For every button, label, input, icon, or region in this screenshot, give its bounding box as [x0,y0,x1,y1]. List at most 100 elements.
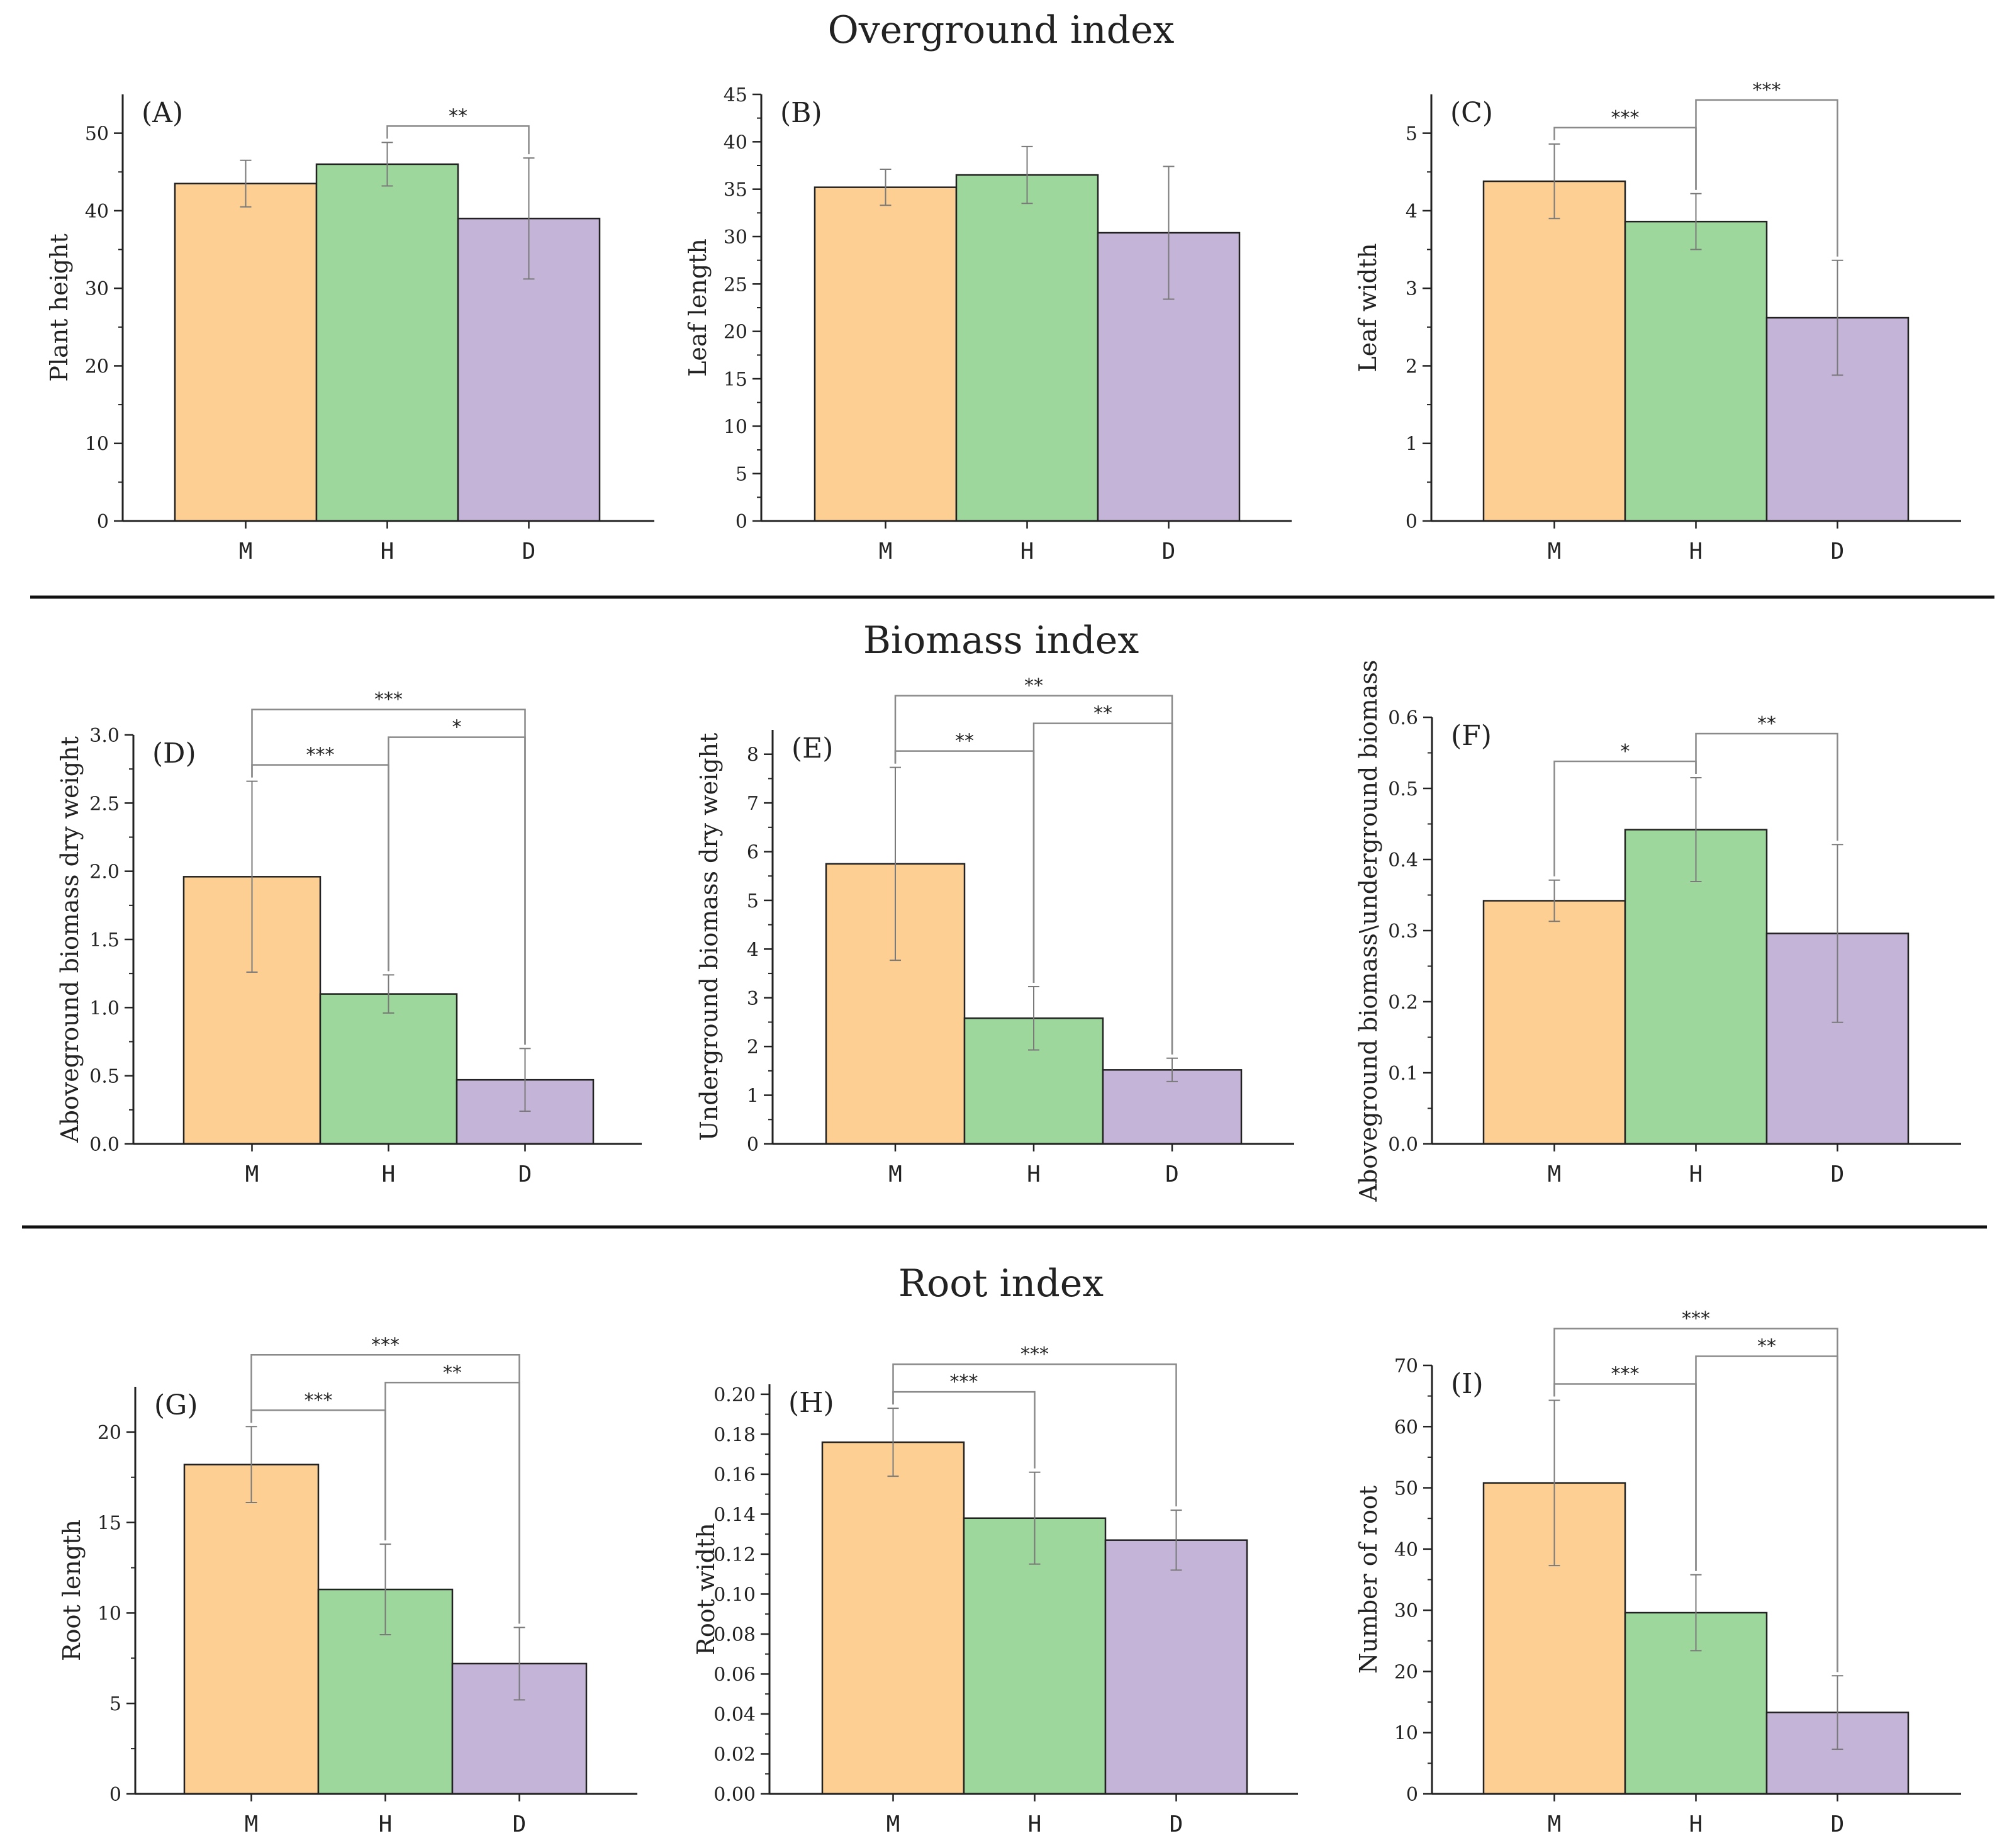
y-tick-label: 7 [747,793,759,815]
y-tick-label: 5 [747,890,759,912]
panel-label: (C) [1450,97,1493,129]
significance-bracket [250,1354,520,1624]
y-tick-label: 3.0 [89,725,120,747]
bar-H [315,163,459,522]
y-tick-label: 0.6 [1388,707,1418,729]
significance-bracket [1032,722,1173,1055]
x-tick-label-M: M [1548,1162,1562,1187]
significance-label: * [1621,741,1630,763]
y-tick-label: 2.0 [89,861,120,883]
bar-M [1482,900,1626,1145]
chart-panel-e: 0 1 2 3 4 5 6 7 8 M H D Underground biomass dry weig… [695,675,1294,1187]
significance-bracket [251,708,526,1045]
significance-label: *** [1682,1308,1710,1330]
x-tick-label-M: M [245,1812,259,1837]
chart-panel-c: 0 1 2 3 4 5 M H D Leaf width (C) *** *** [1354,79,1961,564]
bar-M [174,182,318,522]
y-tick-label: 10 [724,416,747,438]
y-tick-label: 0.14 [713,1504,756,1526]
y-tick-label: 20 [85,356,109,378]
y-tick-label: 20 [98,1422,121,1444]
x-tick-label-H: H [1689,1812,1703,1837]
panel-label: (G) [154,1389,198,1421]
significance-label: *** [306,744,335,766]
x-tick-label-D: D [1831,1162,1845,1187]
y-tick-label: 0 [1406,511,1418,533]
y-tick-label: 10 [85,434,109,456]
bar-M [814,186,958,522]
y-tick-label: 0.3 [1388,921,1418,943]
y-tick-label: 3 [1406,278,1418,300]
x-tick-label-H: H [382,1162,396,1187]
y-tick-label: 2 [1406,356,1418,378]
x-tick-label-M: M [239,539,253,564]
y-tick-label: 0.08 [713,1624,756,1646]
chart-panel-h: 0.00 0.02 0.04 0.06 0.08 0.10 0.12 0.14 0.16 0.18… [692,1343,1298,1837]
x-tick-label-M: M [1548,539,1562,564]
x-tick-label-M: M [888,1162,902,1187]
y-tick-label: 20 [724,322,747,344]
y-axis-title: Aboveground biomass dry weight [56,736,84,1143]
panel-label: (F) [1451,720,1492,752]
chart-panel-d: 0.0 0.5 1.0 1.5 2.0 2.5 3.0 M H D Aboveground biom… [56,689,642,1187]
panel-label: (I) [1451,1368,1484,1400]
y-axis-title: Root width [692,1523,720,1655]
significance-label: ** [955,731,974,753]
y-tick-label: 0 [1406,1784,1418,1806]
significance-label: ** [1024,675,1043,697]
significance-label: *** [1611,107,1640,129]
panel-label: (H) [788,1387,834,1419]
panel-label: (B) [780,97,822,129]
y-tick-label: 70 [1394,1355,1418,1377]
chart-panel-f: 0.0 0.1 0.2 0.3 0.4 0.5 0.6 M H D Aboveground biom… [1355,660,1961,1202]
y-tick-label: 1 [747,1085,759,1107]
x-tick-label-D: D [1162,539,1176,564]
y-tick-label: 0.00 [713,1784,756,1806]
x-tick-label-D: D [513,1812,527,1837]
y-tick-label: 6 [747,842,759,864]
x-tick-label-D: D [1170,1812,1183,1837]
y-tick-label: 30 [85,278,109,300]
y-tick-label: 0.2 [1388,992,1418,1014]
significance-label: *** [1611,1363,1640,1385]
y-tick-label: 4 [1406,201,1418,223]
significance-bracket [892,1363,1177,1507]
y-axis-title: Leaf width [1354,243,1382,372]
y-tick-label: 60 [1394,1416,1418,1438]
y-tick-label: 3 [747,988,759,1010]
section-title-root: Root index [898,1262,1104,1306]
y-tick-label: 0.1 [1388,1063,1418,1085]
bar-H [1624,220,1768,522]
x-tick-label-D: D [522,539,536,564]
significance-label: *** [305,1389,333,1411]
y-tick-label: 5 [1406,123,1418,145]
x-tick-label-H: H [1689,1162,1703,1187]
significance-label: ** [449,105,467,127]
y-tick-label: 2 [747,1036,759,1058]
y-tick-label: 0 [97,511,109,533]
y-tick-label: 15 [724,369,747,391]
x-tick-label-H: H [1689,539,1703,564]
y-tick-label: 30 [1394,1600,1418,1622]
y-tick-label: 1.0 [89,997,120,1019]
y-tick-label: 5 [735,464,747,486]
significance-bracket [1553,1328,1838,1672]
x-tick-label-H: H [1028,1812,1042,1837]
x-tick-label-D: D [1165,1162,1179,1187]
y-tick-label: 0.04 [713,1704,756,1726]
x-tick-label-H: H [1027,1162,1041,1187]
x-tick-label-M: M [879,539,893,564]
significance-bracket [1695,99,1838,257]
significance-label: ** [443,1362,462,1384]
y-tick-label: 0.5 [1388,778,1418,800]
significance-label: *** [1753,79,1781,101]
y-axis-title: Leaf length [684,238,712,377]
y-tick-label: 0.06 [713,1664,756,1686]
x-tick-label-H: H [1021,539,1034,564]
y-tick-label: 0.12 [713,1544,756,1566]
section-title-overground: Overground index [828,8,1175,52]
y-tick-label: 0.0 [89,1134,120,1156]
significance-bracket [384,1382,520,1624]
